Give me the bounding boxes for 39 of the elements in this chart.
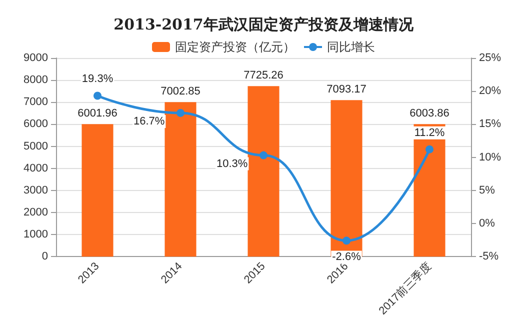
data-label: -2.6% <box>332 251 362 264</box>
y-tick-label: 5000 <box>24 140 48 152</box>
y2-tick-label: 0% <box>479 217 496 230</box>
y-tick-label: 6000 <box>24 118 48 130</box>
legend-label: 同比增长 <box>327 40 375 54</box>
point <box>426 145 434 154</box>
y2-tick-label: 5% <box>479 184 496 196</box>
y-tick-label: 3000 <box>24 184 48 196</box>
chart-title: 2013-2017年武汉固定资产投资及增速情况 <box>114 16 414 34</box>
data-label: 6001.96 <box>78 108 118 120</box>
legend-label: 固定资产投资（亿元） <box>175 40 295 54</box>
y-tick-label: 4000 <box>24 162 48 174</box>
y-tick-label: 9000 <box>24 52 48 64</box>
y-tick-label: 2000 <box>24 206 48 218</box>
bar <box>248 86 280 257</box>
bar <box>414 124 446 257</box>
data-label: 7725.26 <box>244 70 284 82</box>
point <box>94 92 102 100</box>
point <box>176 108 184 117</box>
data-label: 7002.85 <box>160 86 200 98</box>
data-label: 6003.86 <box>410 108 450 120</box>
bar <box>82 124 114 257</box>
y2-tick-label: 25% <box>479 52 502 64</box>
data-label: 19.3% <box>82 73 114 86</box>
y-tick-label: 0 <box>42 250 48 263</box>
point <box>260 151 268 160</box>
y2-tick-label: 10% <box>479 151 502 164</box>
point <box>342 236 350 245</box>
y-tick-label: 1000 <box>24 228 48 241</box>
bar <box>164 102 196 257</box>
data-label: 7093.17 <box>326 84 366 96</box>
data-label: 11.2% <box>414 126 445 139</box>
y-tick-label: 8000 <box>24 74 48 86</box>
y2-tick-label: -5% <box>479 250 499 263</box>
data-label: 16.7% <box>134 115 165 128</box>
data-label: 10.3% <box>216 158 248 170</box>
y2-tick-label: 20% <box>479 85 502 98</box>
y2-tick-label: 15% <box>479 118 502 130</box>
y-tick-label: 7000 <box>24 96 48 108</box>
